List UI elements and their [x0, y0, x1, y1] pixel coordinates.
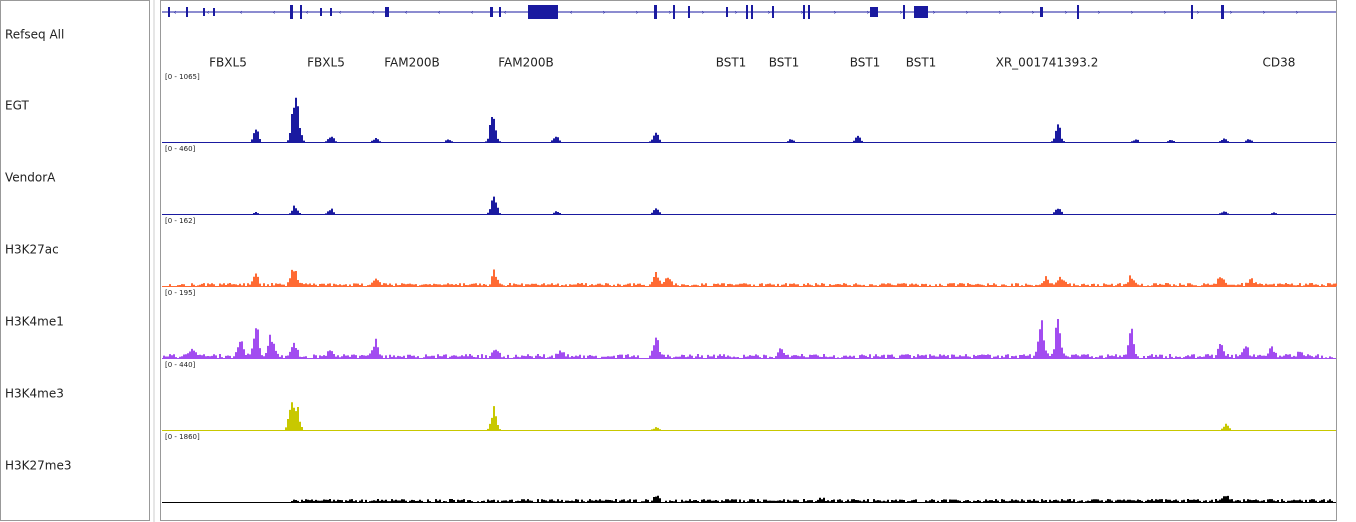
- strand-arrow: ‹: [438, 9, 441, 17]
- gene-label: FBXL5: [307, 56, 345, 70]
- strand-arrow: ‹: [273, 9, 276, 17]
- strand-arrow: ›: [933, 9, 936, 17]
- strand-arrow: ›: [867, 9, 870, 17]
- strand-arrow: ›: [636, 9, 639, 17]
- strand-arrow: ›: [1098, 9, 1101, 17]
- strand-arrow: ›: [999, 9, 1002, 17]
- exon: [726, 7, 728, 17]
- exon: [673, 5, 675, 19]
- strand-arrow: ›: [1131, 9, 1134, 17]
- exon: [499, 7, 501, 17]
- data-range: [0 - 460]: [165, 145, 196, 153]
- data-range: [0 - 1860]: [165, 433, 200, 441]
- strand-arrow: ›: [768, 9, 771, 17]
- data-range: [0 - 162]: [165, 217, 196, 225]
- strand-arrow: ‹: [570, 9, 573, 17]
- strand-arrow: ›: [900, 9, 903, 17]
- exon: [213, 8, 215, 16]
- gene-label: CD38: [1263, 56, 1296, 70]
- track-name: EGT: [5, 99, 29, 113]
- exon: [203, 8, 205, 16]
- exon: [1077, 5, 1079, 19]
- strand-arrow: ‹: [207, 9, 210, 17]
- strand-arrow: ›: [1197, 9, 1200, 17]
- strand-arrow: ›: [1230, 9, 1233, 17]
- strand-arrow: ‹: [537, 9, 540, 17]
- strand-arrow: ‹: [372, 9, 375, 17]
- exon: [903, 5, 905, 19]
- strand-arrow: ›: [1032, 9, 1035, 17]
- strand-arrow: ›: [603, 9, 606, 17]
- data-panel: [160, 0, 1337, 521]
- strand-arrow: ›: [966, 9, 969, 17]
- data-range: [0 - 1065]: [165, 73, 200, 81]
- track-name: H3K27ac: [5, 243, 59, 257]
- exon: [772, 6, 774, 18]
- data-range: [0 - 440]: [165, 361, 196, 369]
- exon: [300, 5, 302, 19]
- gene-label: BST1: [716, 56, 747, 70]
- data-range: [0 - 195]: [165, 289, 196, 297]
- strand-arrow: ‹: [174, 9, 177, 17]
- strand-arrow: ›: [1065, 9, 1068, 17]
- strand-arrow: ›: [1296, 9, 1299, 17]
- strand-arrow: ‹: [339, 9, 342, 17]
- exon: [803, 5, 805, 19]
- gene-label: BST1: [850, 56, 881, 70]
- exon: [385, 7, 389, 17]
- strand-arrow: ‹: [306, 9, 309, 17]
- gene-label: BST1: [769, 56, 800, 70]
- exon: [808, 5, 810, 19]
- strand-arrow: ‹: [240, 9, 243, 17]
- exon: [751, 5, 753, 19]
- track-name: H3K27me3: [5, 459, 72, 473]
- gene-label: FBXL5: [209, 56, 247, 70]
- signal: [163, 319, 1333, 358]
- gene-track: ‹ ‹ ‹ ‹ ‹ ‹ ‹ ‹ ‹ ‹ ‹ ‹ ‹ › › › › › › › › › › › › › › › › › › › › › ›: [162, 5, 1336, 19]
- strand-arrow: ›: [669, 9, 672, 17]
- gene-label: FAM200B: [384, 56, 440, 70]
- track-name: H3K4me3: [5, 387, 64, 401]
- signal: [291, 495, 1333, 502]
- track-name: Refseq All: [5, 28, 64, 42]
- name-panel: [0, 0, 150, 521]
- gene-label: BST1: [906, 56, 937, 70]
- exon: [870, 7, 878, 17]
- exon: [330, 8, 332, 16]
- exon: [914, 6, 928, 18]
- gene-label: XR_001741393.2: [996, 56, 1099, 70]
- exon: [528, 5, 558, 19]
- exon: [688, 6, 690, 18]
- track-name: VendorA: [5, 171, 56, 185]
- gene-label: FAM200B: [498, 56, 554, 70]
- track-name: H3K4me1: [5, 315, 64, 329]
- exon: [168, 7, 170, 17]
- exon: [654, 5, 657, 19]
- exon: [1221, 5, 1224, 19]
- strand-arrow: ›: [702, 9, 705, 17]
- exon: [490, 7, 493, 17]
- strand-arrow: ›: [1164, 9, 1167, 17]
- exon: [1191, 5, 1193, 19]
- exon: [320, 8, 322, 16]
- strand-arrow: ‹: [471, 9, 474, 17]
- signal: [169, 269, 1337, 286]
- exon: [1040, 7, 1043, 17]
- strand-arrow: ›: [735, 9, 738, 17]
- exon: [290, 5, 293, 19]
- strand-arrow: ›: [834, 9, 837, 17]
- strand-arrow: ›: [1263, 9, 1266, 17]
- strand-arrow: ‹: [405, 9, 408, 17]
- exon: [186, 7, 188, 17]
- strand-arrow: ›: [801, 9, 804, 17]
- strand-arrow: ‹: [504, 9, 507, 17]
- exon: [746, 5, 748, 19]
